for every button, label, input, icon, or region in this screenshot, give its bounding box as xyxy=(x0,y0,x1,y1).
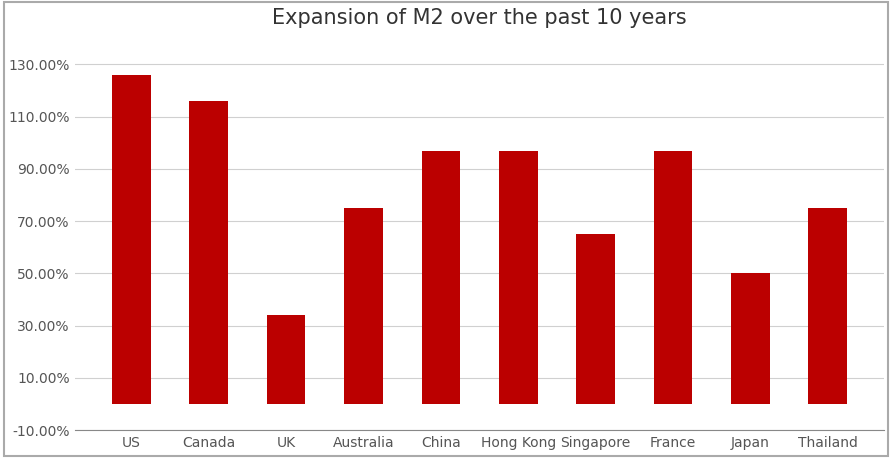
Bar xyxy=(112,75,151,404)
Bar xyxy=(344,208,383,404)
Bar xyxy=(422,151,460,404)
Bar xyxy=(499,151,538,404)
Bar xyxy=(189,101,228,404)
Bar xyxy=(654,151,692,404)
Bar xyxy=(808,208,847,404)
Bar xyxy=(267,315,305,404)
Bar xyxy=(731,273,770,404)
Bar xyxy=(576,234,615,404)
Title: Expansion of M2 over the past 10 years: Expansion of M2 over the past 10 years xyxy=(272,8,687,28)
